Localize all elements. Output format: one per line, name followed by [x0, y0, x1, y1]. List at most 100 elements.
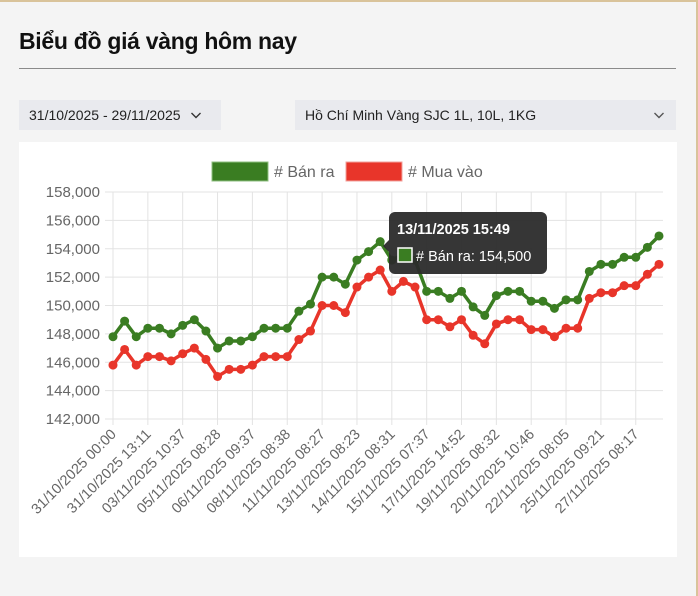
- data-point[interactable]: [271, 323, 281, 333]
- data-point[interactable]: [120, 344, 130, 354]
- data-point[interactable]: [329, 272, 339, 282]
- data-point[interactable]: [189, 315, 199, 325]
- data-point[interactable]: [422, 286, 432, 296]
- data-point[interactable]: [631, 252, 641, 262]
- data-point[interactable]: [154, 323, 164, 333]
- data-point[interactable]: [584, 293, 594, 303]
- data-point[interactable]: [317, 301, 327, 310]
- data-point[interactable]: [608, 288, 618, 298]
- data-point[interactable]: [410, 282, 420, 292]
- data-point[interactable]: [189, 343, 199, 353]
- data-point[interactable]: [654, 231, 664, 241]
- data-point[interactable]: [468, 330, 478, 340]
- data-point[interactable]: [317, 272, 327, 282]
- data-point[interactable]: [387, 286, 397, 296]
- data-point[interactable]: [480, 310, 490, 320]
- legend-label-mua-vao[interactable]: # Mua vào: [408, 164, 483, 181]
- legend-label-ban-ra[interactable]: # Bán ra: [274, 164, 335, 181]
- data-point[interactable]: [375, 237, 385, 247]
- data-point[interactable]: [201, 326, 211, 336]
- data-point[interactable]: [549, 332, 559, 342]
- data-point[interactable]: [515, 286, 525, 296]
- data-point[interactable]: [282, 323, 292, 333]
- data-point[interactable]: [561, 295, 571, 305]
- data-point[interactable]: [166, 329, 176, 339]
- data-point[interactable]: [271, 352, 281, 362]
- data-point[interactable]: [619, 281, 629, 291]
- data-point[interactable]: [294, 335, 304, 345]
- data-point[interactable]: [457, 315, 467, 325]
- data-point[interactable]: [503, 315, 513, 325]
- data-point[interactable]: [526, 325, 536, 335]
- data-point[interactable]: [515, 315, 525, 325]
- data-point[interactable]: [166, 356, 176, 366]
- data-point[interactable]: [247, 360, 257, 370]
- data-point[interactable]: [503, 286, 513, 296]
- data-point[interactable]: [457, 286, 467, 296]
- data-point[interactable]: [224, 336, 234, 346]
- data-point[interactable]: [247, 332, 257, 342]
- data-point[interactable]: [120, 316, 130, 326]
- data-point[interactable]: [596, 259, 606, 269]
- data-point[interactable]: [433, 315, 443, 325]
- data-point[interactable]: [131, 332, 141, 342]
- legend-swatch-mua-vao[interactable]: [345, 161, 403, 182]
- data-point[interactable]: [224, 364, 234, 374]
- data-point[interactable]: [422, 315, 432, 325]
- data-point[interactable]: [329, 301, 339, 310]
- data-point[interactable]: [282, 352, 292, 362]
- data-point[interactable]: [491, 319, 501, 329]
- data-point[interactable]: [375, 265, 385, 275]
- data-point[interactable]: [433, 286, 443, 296]
- data-point[interactable]: [294, 306, 304, 316]
- data-point[interactable]: [619, 252, 629, 262]
- data-point[interactable]: [480, 339, 490, 349]
- data-point[interactable]: [468, 302, 478, 312]
- chevron-down-icon: [654, 112, 664, 119]
- data-point[interactable]: [445, 322, 455, 332]
- data-point[interactable]: [596, 288, 606, 298]
- data-point[interactable]: [364, 247, 374, 257]
- location-product-select[interactable]: Hồ Chí Minh Vàng SJC 1L, 10L, 1KG: [295, 100, 676, 130]
- data-point[interactable]: [631, 281, 641, 291]
- data-point[interactable]: [108, 360, 118, 370]
- date-range-select[interactable]: 31/10/2025 - 29/11/2025: [19, 100, 221, 130]
- data-point[interactable]: [213, 371, 223, 381]
- data-point[interactable]: [178, 320, 188, 330]
- data-point[interactable]: [561, 323, 571, 333]
- data-point[interactable]: [654, 259, 664, 269]
- data-point[interactable]: [491, 291, 501, 301]
- data-point[interactable]: [352, 255, 362, 265]
- data-point[interactable]: [398, 276, 408, 286]
- data-point[interactable]: [364, 272, 374, 282]
- data-point[interactable]: [236, 336, 246, 346]
- data-point[interactable]: [573, 323, 583, 333]
- data-point[interactable]: [352, 282, 362, 292]
- data-point[interactable]: [178, 349, 188, 359]
- data-point[interactable]: [526, 296, 536, 306]
- data-point[interactable]: [538, 325, 548, 335]
- data-point[interactable]: [259, 323, 269, 333]
- data-point[interactable]: [201, 354, 211, 364]
- data-point[interactable]: [445, 293, 455, 303]
- data-point[interactable]: [340, 279, 350, 289]
- data-point[interactable]: [642, 269, 652, 279]
- data-point[interactable]: [213, 343, 223, 353]
- data-point[interactable]: [573, 295, 583, 305]
- data-point[interactable]: [236, 364, 246, 374]
- data-point[interactable]: [549, 303, 559, 313]
- data-point[interactable]: [305, 326, 315, 336]
- data-point[interactable]: [154, 352, 164, 362]
- data-point[interactable]: [642, 242, 652, 252]
- data-point[interactable]: [538, 296, 548, 306]
- data-point[interactable]: [305, 299, 315, 309]
- data-point[interactable]: [131, 360, 141, 370]
- data-point[interactable]: [108, 332, 118, 342]
- data-point[interactable]: [584, 266, 594, 276]
- data-point[interactable]: [259, 352, 269, 362]
- data-point[interactable]: [143, 352, 153, 362]
- data-point[interactable]: [143, 323, 153, 333]
- legend-swatch-ban-ra[interactable]: [211, 161, 269, 182]
- data-point[interactable]: [608, 259, 618, 269]
- data-point[interactable]: [340, 308, 350, 318]
